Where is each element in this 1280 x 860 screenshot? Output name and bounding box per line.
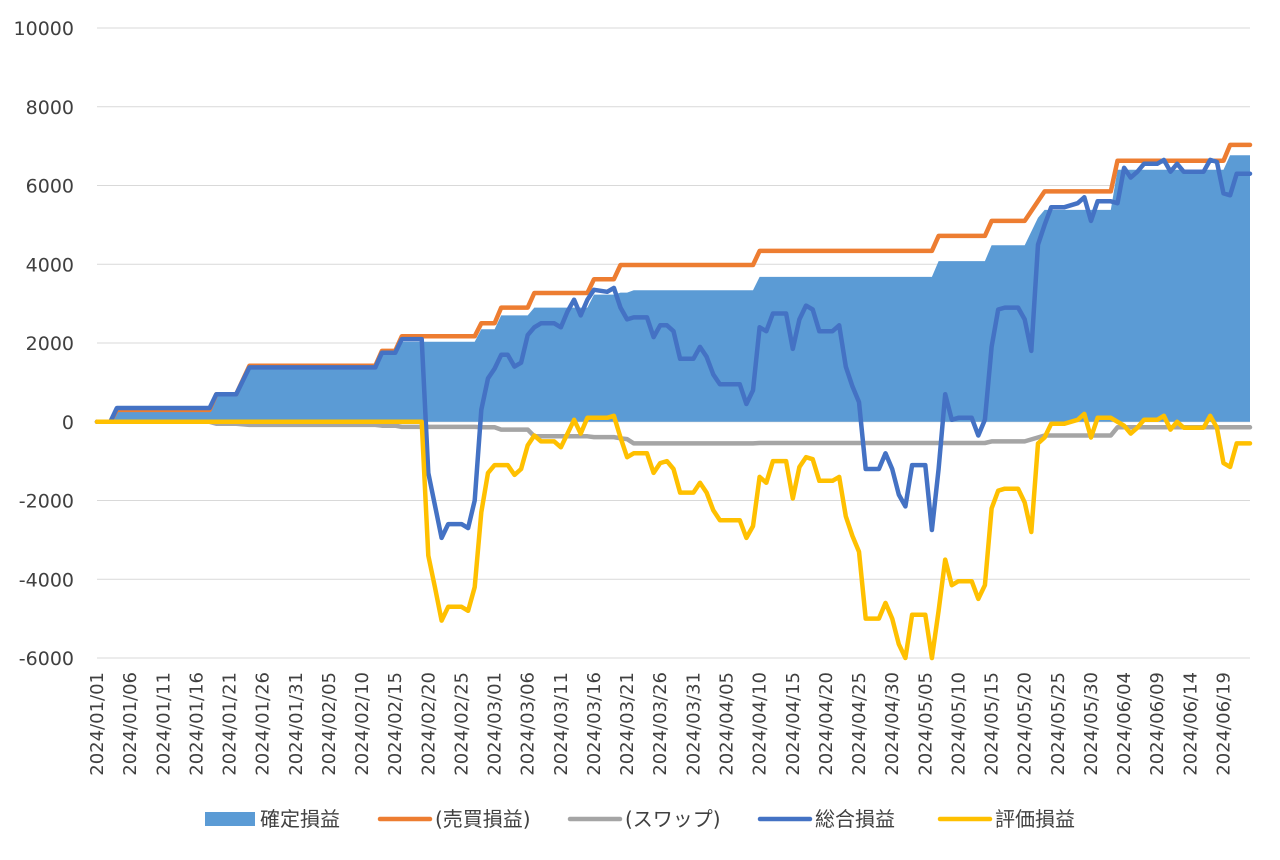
legend-label: (売買損益) [435,807,531,831]
x-tick-label: 2024/02/10 [352,672,373,776]
x-tick-label: 2024/01/01 [87,672,108,776]
x-tick-label: 2024/03/16 [584,672,605,776]
x-tick-label: 2024/01/06 [120,672,141,776]
x-tick-label: 2024/02/15 [385,672,406,776]
series-3 [94,157,1253,541]
x-tick-label: 2024/04/15 [783,672,804,776]
x-tick-label: 2024/05/25 [1048,672,1069,776]
plot-area [94,142,1253,661]
legend-swatch [205,812,255,826]
y-tick-label: 2000 [26,333,74,355]
legend-label: 確定損益 [260,807,340,831]
y-tick-label: 0 [62,412,74,434]
x-tick-label: 2024/02/25 [451,672,472,776]
x-tick-label: 2024/04/20 [816,672,837,776]
x-tick-label: 2024/03/11 [551,672,572,776]
y-tick-label: 10000 [14,18,74,40]
y-tick-label: 6000 [26,176,74,198]
x-tick-label: 2024/01/16 [186,672,207,776]
x-tick-label: 2024/06/14 [1180,672,1201,776]
x-tick-label: 2024/03/01 [485,672,506,776]
legend: 確定損益 (売買損益) (スワップ) 総合損益 評価損益 [205,807,1075,831]
x-tick-label: 2024/03/26 [650,672,671,776]
x-tick-label: 2024/04/05 [717,672,738,776]
x-tick-label: 2024/03/31 [683,672,704,776]
x-tick-label: 2024/04/30 [882,672,903,776]
x-tick-label: 2024/04/10 [750,672,771,776]
x-tick-label: 2024/05/05 [915,672,936,776]
x-tick-label: 2024/01/11 [153,672,174,776]
x-tick-label: 2024/05/15 [982,672,1003,776]
x-tick-label: 2024/01/31 [286,672,307,776]
legend-label: 総合損益 [815,807,895,831]
legend-label: 評価損益 [995,807,1075,831]
y-tick-label: -2000 [19,491,74,513]
x-tick-label: 2024/05/20 [1015,672,1036,776]
x-tick-label: 2024/05/10 [948,672,969,776]
series-0 [97,155,1250,422]
x-tick-label: 2024/05/30 [1081,672,1102,776]
y-axis: -6000 -4000 -2000 0 2000 4000 6000 8000 10000 [14,18,74,670]
x-tick-label: 2024/03/21 [617,672,638,776]
y-tick-label: 8000 [26,97,74,119]
x-tick-label: 2024/01/21 [220,672,241,776]
legend-label: (スワップ) [625,807,721,831]
y-tick-label: -6000 [19,648,74,670]
x-tick-label: 2024/02/20 [418,672,439,776]
y-tick-label: -4000 [19,569,74,591]
series-2 [94,419,1253,446]
x-tick-label: 2024/06/04 [1114,672,1135,776]
x-tick-label: 2024/01/26 [253,672,274,776]
y-tick-label: 4000 [26,254,74,276]
x-tick-label: 2024/06/09 [1147,672,1168,776]
x-tick-label: 2024/03/06 [518,672,539,776]
x-tick-label: 2024/06/19 [1213,672,1234,776]
x-tick-label: 2024/02/05 [319,672,340,776]
x-tick-label: 2024/04/25 [849,672,870,776]
x-axis: 2024/01/01 2024/01/06 2024/01/11 2024/01/16… [87,672,1234,776]
series-4 [94,411,1253,661]
